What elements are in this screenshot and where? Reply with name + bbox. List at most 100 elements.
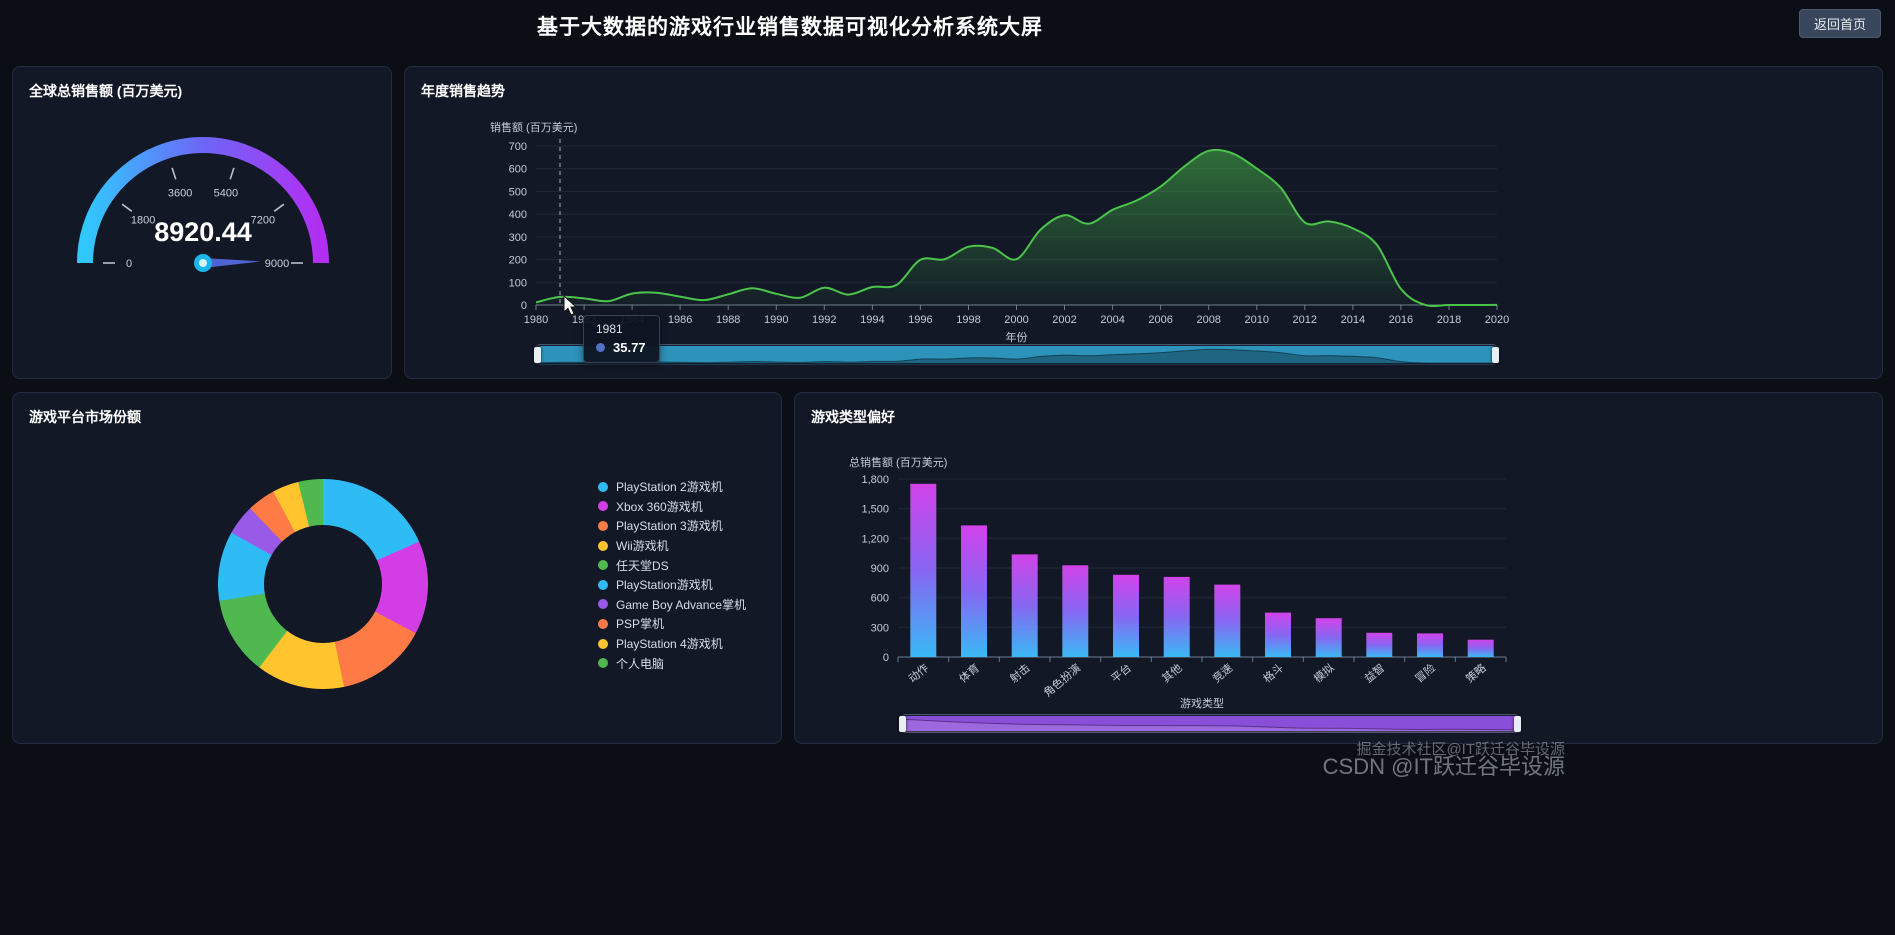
legend-label: Xbox 360游戏机 — [616, 499, 703, 514]
bar[interactable] — [1467, 639, 1494, 657]
svg-text:1800: 1800 — [131, 215, 155, 227]
panel-genre-preference: 游戏类型偏好 0 300 600 900 1,200 1,500 1,800 动作 体育 射击 角色… — [794, 392, 1883, 744]
chart-legend: PlayStation 2游戏机 Xbox 360游戏机 PlayStation 3… — [598, 477, 746, 673]
legend-marker — [598, 658, 608, 669]
svg-text:总销售额 (百万美元): 总销售额 (百万美元) — [849, 455, 947, 469]
svg-text:1,800: 1,800 — [861, 474, 889, 486]
bar[interactable] — [1265, 612, 1291, 657]
legend-marker — [598, 501, 608, 512]
legend-item[interactable]: Game Boy Advance掌机 — [598, 595, 746, 615]
legend-label: 个人电脑 — [616, 656, 665, 671]
svg-text:2012: 2012 — [1293, 314, 1317, 326]
legend-label: 任天堂DS — [616, 558, 669, 573]
datazoom-left-handle[interactable] — [534, 346, 541, 363]
svg-text:动作: 动作 — [906, 661, 931, 685]
page-title: 基于大数据的游戏行业销售数据可视化分析系统大屏 — [537, 16, 1043, 39]
svg-text:2010: 2010 — [1245, 314, 1269, 326]
datazoom-right-handle[interactable] — [1514, 715, 1521, 732]
svg-text:2004: 2004 — [1100, 314, 1124, 326]
svg-text:700: 700 — [509, 141, 527, 153]
svg-text:益智: 益智 — [1361, 661, 1387, 686]
bar-chart[interactable]: 0 300 600 900 1,200 1,500 1,800 动作 体育 射击 角色扮演 平台 其他 竞… — [795, 393, 1884, 745]
bar[interactable] — [1366, 632, 1393, 657]
svg-text:1998: 1998 — [956, 314, 980, 326]
svg-text:2020: 2020 — [1485, 314, 1509, 326]
svg-text:5400: 5400 — [214, 188, 238, 200]
bar[interactable] — [1113, 574, 1139, 657]
svg-text:600: 600 — [509, 164, 527, 176]
tooltip-series-marker — [596, 343, 605, 352]
svg-text:0: 0 — [126, 258, 132, 270]
legend-item[interactable]: 个人电脑 — [598, 653, 746, 673]
legend-item[interactable]: PlayStation 3游戏机 — [598, 516, 746, 536]
panel-annual-sales-trend: 年度销售趋势 010020030040050060070019801982198… — [404, 66, 1883, 379]
legend-marker — [598, 599, 608, 610]
legend-item[interactable]: PSP掌机 — [598, 614, 746, 634]
svg-text:0: 0 — [883, 652, 889, 664]
legend-label: PSP掌机 — [616, 617, 665, 632]
datazoom-slider-bar[interactable] — [899, 714, 1521, 733]
datazoom-slider-trend[interactable] — [534, 344, 1499, 365]
legend-label: PlayStation 2游戏机 — [616, 480, 723, 495]
svg-text:冒险: 冒险 — [1412, 661, 1438, 686]
svg-text:3600: 3600 — [168, 188, 192, 200]
svg-text:年份: 年份 — [1006, 330, 1028, 344]
svg-text:角色扮演: 角色扮演 — [1041, 661, 1084, 700]
panel-title-pie: 游戏平台市场份额 — [29, 409, 141, 425]
datazoom-left-handle[interactable] — [899, 715, 906, 732]
bar[interactable] — [1417, 633, 1443, 657]
line-chart[interactable]: 0100200300400500600700198019821984198619… — [405, 67, 1884, 380]
panel-title-gauge: 全球总销售额 (百万美元) — [29, 83, 183, 99]
bar[interactable] — [961, 525, 987, 657]
svg-text:1988: 1988 — [716, 314, 740, 326]
watermark-line1: 掘金技术社区@IT跃迁谷毕设源 — [1356, 741, 1565, 759]
svg-text:200: 200 — [509, 255, 527, 267]
tooltip-value: 35.77 — [613, 340, 646, 355]
legend-marker — [598, 638, 608, 649]
svg-text:2002: 2002 — [1052, 314, 1076, 326]
svg-text:900: 900 — [871, 563, 889, 575]
legend-item[interactable]: Xbox 360游戏机 — [598, 497, 746, 517]
gauge-chart[interactable]: 0 1800 3600 5400 7200 9000 8920.44 — [13, 78, 393, 288]
svg-text:1986: 1986 — [668, 314, 692, 326]
datazoom-filler[interactable] — [538, 346, 1495, 363]
bar[interactable] — [1214, 584, 1241, 657]
donut-hole — [264, 525, 382, 643]
svg-text:策略: 策略 — [1463, 661, 1489, 686]
svg-text:模拟: 模拟 — [1311, 661, 1337, 686]
legend-item[interactable]: PlayStation 2游戏机 — [598, 477, 746, 497]
bar[interactable] — [1163, 576, 1190, 657]
back-home-button[interactable]: 返回首页 — [1798, 9, 1881, 38]
legend-marker — [598, 618, 608, 629]
svg-text:1,200: 1,200 — [861, 533, 889, 545]
svg-text:300: 300 — [871, 622, 889, 634]
datazoom-right-handle[interactable] — [1492, 346, 1499, 363]
bar[interactable] — [1315, 618, 1342, 657]
panel-title-bar: 游戏类型偏好 — [811, 409, 895, 425]
bar[interactable] — [1011, 554, 1038, 657]
svg-text:300: 300 — [509, 232, 527, 244]
legend-marker — [598, 481, 608, 492]
svg-text:1996: 1996 — [908, 314, 932, 326]
datazoom-shadow — [538, 348, 1497, 365]
legend-item[interactable]: PlayStation 4游戏机 — [598, 634, 746, 654]
legend-label: PlayStation 3游戏机 — [616, 519, 723, 534]
svg-text:1994: 1994 — [860, 314, 884, 326]
svg-text:2006: 2006 — [1148, 314, 1172, 326]
svg-text:600: 600 — [871, 593, 889, 605]
legend-item[interactable]: Wii游戏机 — [598, 536, 746, 556]
bar[interactable] — [910, 483, 937, 657]
svg-text:100: 100 — [509, 277, 527, 289]
svg-text:0: 0 — [521, 300, 527, 312]
svg-text:8920.44: 8920.44 — [154, 217, 252, 247]
bar[interactable] — [1062, 565, 1089, 657]
legend-item[interactable]: PlayStation游戏机 — [598, 575, 746, 595]
legend-item[interactable]: 任天堂DS — [598, 555, 746, 575]
svg-text:2008: 2008 — [1196, 314, 1220, 326]
donut-chart[interactable] — [218, 479, 428, 689]
watermark-line2: CSDN @IT跃迁谷毕设源 — [1322, 753, 1565, 779]
svg-text:1980: 1980 — [524, 314, 548, 326]
svg-text:游戏类型: 游戏类型 — [1180, 696, 1224, 710]
datazoom-filler[interactable] — [903, 716, 1517, 731]
